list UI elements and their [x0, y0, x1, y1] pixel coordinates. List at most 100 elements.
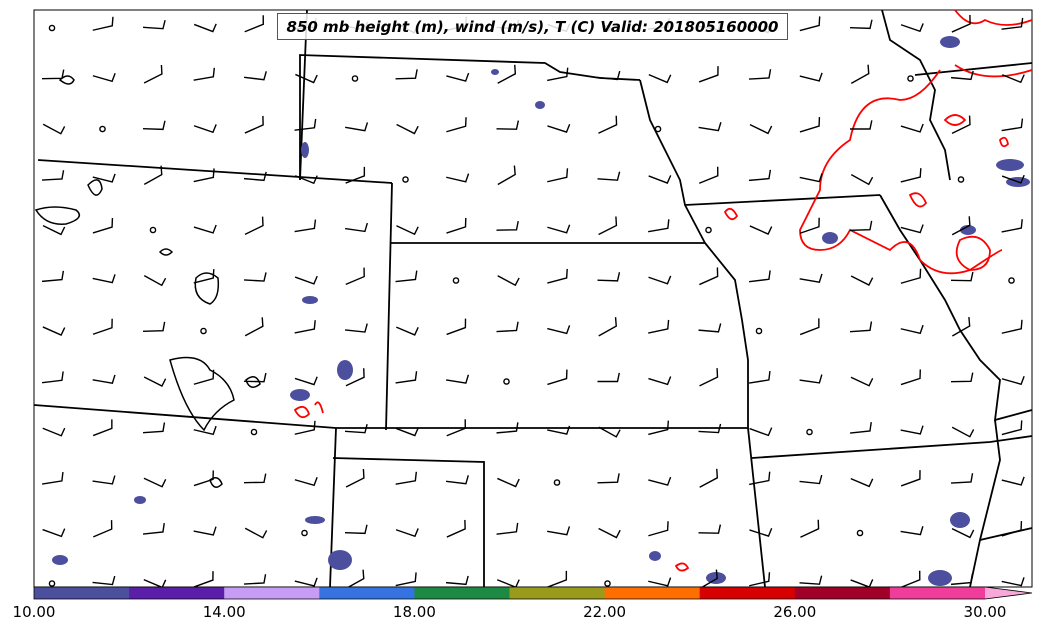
fill-patch: [940, 36, 960, 48]
wind-barb: [396, 225, 419, 236]
wind-barb: [244, 216, 264, 236]
calm-wind-marker: [957, 176, 965, 183]
wind-barb: [799, 16, 821, 32]
wind-barb: [295, 73, 318, 84]
wind-barb: [698, 524, 722, 534]
wind-barb: [698, 166, 719, 184]
border-line: [914, 62, 1033, 76]
wind-barb: [193, 526, 217, 536]
wind-barb: [396, 326, 419, 336]
wind-barb: [849, 422, 872, 434]
wind-barb: [547, 425, 571, 435]
wind-barb: [951, 115, 971, 135]
wind-barb: [496, 220, 519, 231]
colorbar-tick-label: 10.00: [12, 603, 56, 621]
wind-barb: [1001, 174, 1025, 184]
wind-barb: [243, 574, 267, 585]
wind-barb: [900, 570, 921, 588]
calm-wind-marker: [149, 226, 157, 234]
wind-barb: [799, 474, 823, 485]
wind-barb: [699, 569, 718, 590]
shaded-areas: [52, 36, 1030, 586]
wind-barb: [142, 523, 165, 535]
wind-barb: [294, 175, 318, 185]
wind-barb: [749, 527, 773, 537]
wind-barb: [749, 123, 773, 135]
wind-barb: [598, 216, 618, 236]
height-contour: [169, 356, 235, 432]
wind-barb: [597, 473, 620, 484]
wind-barb: [92, 173, 116, 183]
wind-barb: [41, 170, 65, 181]
wind-barb: [900, 470, 921, 487]
wind-barb: [244, 115, 264, 134]
border-line: [881, 9, 951, 181]
wind-barb: [1001, 376, 1025, 386]
colorbar-tick-label: 26.00: [773, 603, 817, 621]
wind-barb: [92, 419, 113, 437]
wind-barb: [648, 376, 672, 386]
fill-patch: [491, 69, 499, 75]
wind-barb: [799, 318, 820, 336]
wind-barb: [294, 376, 318, 386]
wind-barb: [648, 476, 672, 486]
wind-barb: [446, 72, 470, 82]
wind-barb: [799, 575, 823, 585]
wind-barb: [950, 70, 974, 81]
wind-barb: [598, 317, 617, 337]
wind-barbs: [41, 14, 1025, 590]
border-line: [747, 427, 766, 588]
fill-patch: [960, 225, 976, 235]
wind-barb: [1001, 420, 1023, 436]
wind-barb: [850, 64, 870, 84]
height-contour: [194, 272, 220, 305]
wind-barb: [748, 69, 772, 80]
border-line: [969, 419, 1001, 588]
wind-barb: [143, 64, 163, 84]
wind-barb: [951, 426, 975, 438]
calm-wind-marker: [402, 176, 409, 183]
wind-barb: [345, 166, 366, 184]
wind-barb: [92, 73, 116, 83]
wind-barb: [92, 575, 116, 586]
wind-barb: [648, 420, 670, 436]
fill-patch: [996, 159, 1024, 171]
wind-barb: [799, 117, 821, 133]
colorbar-segment: [224, 587, 320, 599]
wind-barb: [547, 123, 571, 133]
wind-barb: [193, 571, 214, 588]
wind-barb: [395, 270, 418, 283]
wind-barb: [42, 326, 66, 336]
wind-barb: [547, 224, 571, 234]
calm-wind-marker: [604, 580, 611, 587]
wind-barb: [799, 217, 820, 234]
wind-barb: [648, 219, 670, 233]
wind-barb: [345, 368, 365, 387]
wind-barb: [1001, 521, 1023, 537]
calm-wind-marker: [1008, 277, 1015, 284]
colorbar-segment: [509, 587, 606, 599]
calm-wind-marker: [856, 529, 864, 537]
wind-barb: [597, 70, 621, 81]
wind-barb: [345, 569, 365, 589]
calm-wind-marker: [48, 580, 56, 587]
wind-barb: [799, 374, 823, 384]
wind-barb: [143, 275, 167, 287]
wind-barb: [900, 324, 924, 335]
wind-barb: [1001, 219, 1023, 233]
wind-barb: [597, 272, 621, 282]
temp-contour: [954, 64, 1033, 78]
wind-barb: [648, 275, 672, 285]
wind-barb: [294, 320, 316, 334]
wind-barb: [900, 168, 922, 183]
wind-barb: [446, 318, 467, 336]
wind-barb: [748, 270, 771, 283]
wind-barb: [294, 118, 317, 131]
wind-barb: [951, 527, 975, 539]
wind-barb: [1001, 17, 1024, 30]
wind-barb: [648, 521, 669, 537]
wind-barb: [243, 71, 267, 81]
colorbar-tick-label: 18.00: [392, 603, 436, 621]
temperature-contours: [293, 9, 1033, 572]
